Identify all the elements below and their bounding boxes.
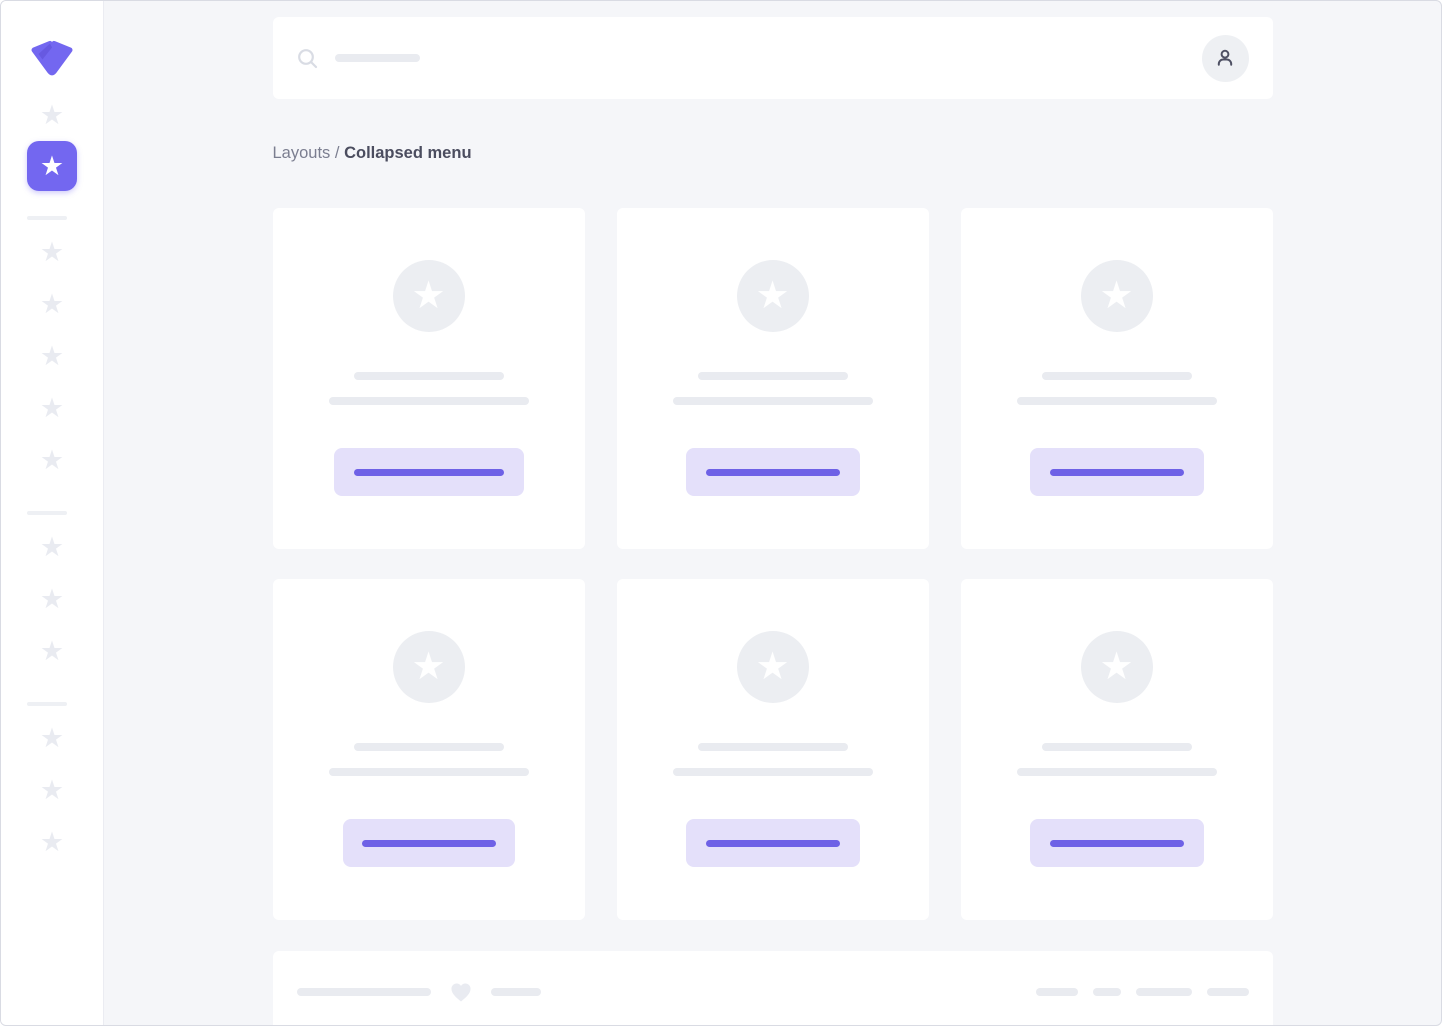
card-image-placeholder: ★ — [736, 260, 809, 332]
placeholder-card: ★ — [960, 208, 1273, 549]
card-action-button[interactable] — [333, 448, 524, 496]
sidebar-item[interactable]: ★ — [27, 573, 77, 625]
card-action-button[interactable] — [685, 819, 860, 867]
placeholder-card: ★ — [960, 579, 1273, 920]
card-action-button[interactable] — [685, 448, 860, 496]
breadcrumb: Layouts / Collapsed menu — [273, 142, 1273, 164]
card-title-bar — [1041, 372, 1192, 380]
star-icon: ★ — [755, 646, 790, 688]
footer-link-bar — [1135, 988, 1192, 996]
breadcrumb-parent-link[interactable]: Layouts — [272, 144, 331, 162]
placeholder-card: ★ — [272, 579, 585, 920]
sidebar-item[interactable]: ★ — [27, 625, 77, 677]
star-icon: ★ — [1099, 275, 1134, 317]
star-icon: ★ — [39, 392, 65, 423]
search-icon — [297, 48, 317, 68]
button-label-bar — [705, 839, 840, 847]
star-icon: ★ — [39, 635, 65, 666]
sidebar-item[interactable]: ★ — [27, 816, 77, 868]
card-grid: ★ ★ ★ ★ — [272, 208, 1273, 920]
footer-link-bar — [1206, 988, 1249, 996]
sidebar-item[interactable]: ★ — [27, 382, 77, 434]
card-image-placeholder: ★ — [1080, 260, 1153, 332]
sidebar-items: ★ ★ ★ ★ ★ ★ ★ ★ ★ ★ ★ ★ ★ — [27, 77, 77, 868]
breadcrumb-separator: / — [334, 144, 340, 162]
footer-text-bar — [296, 988, 431, 996]
page-footer — [272, 951, 1273, 1025]
main-area: Layouts / Collapsed menu ★ ★ ★ — [104, 1, 1441, 1025]
footer-link-placeholders — [1035, 988, 1249, 996]
card-title-bar — [697, 372, 848, 380]
sidebar-divider — [27, 702, 67, 706]
collapsed-sidebar: ★ ★ ★ ★ ★ ★ ★ ★ ★ ★ ★ ★ ★ — [1, 1, 104, 1025]
card-subtitle-bar — [328, 768, 529, 776]
card-title-bar — [353, 372, 504, 380]
sidebar-item[interactable]: ★ — [27, 278, 77, 330]
sidebar-item[interactable]: ★ — [27, 764, 77, 816]
card-subtitle-bar — [672, 768, 873, 776]
placeholder-card: ★ — [272, 208, 585, 549]
user-icon — [1217, 49, 1233, 66]
placeholder-card: ★ — [616, 579, 929, 920]
sidebar-divider — [27, 511, 67, 515]
sidebar-item[interactable]: ★ — [27, 330, 77, 382]
button-label-bar — [1049, 839, 1184, 847]
star-icon: ★ — [39, 531, 65, 562]
star-icon: ★ — [39, 444, 65, 475]
heart-icon — [450, 983, 471, 1002]
card-action-button[interactable] — [342, 819, 515, 867]
sidebar-item[interactable]: ★ — [27, 712, 77, 764]
star-icon: ★ — [39, 150, 65, 181]
star-icon: ★ — [39, 236, 65, 267]
sidebar-item[interactable]: ★ — [27, 434, 77, 486]
brand-logo-icon[interactable] — [29, 39, 75, 77]
sidebar-item[interactable]: ★ — [27, 226, 77, 278]
page-title: Collapsed menu — [344, 144, 472, 162]
card-image-placeholder: ★ — [1080, 631, 1153, 703]
placeholder-card: ★ — [616, 208, 929, 549]
sidebar-item-active[interactable]: ★ — [27, 141, 77, 191]
star-icon: ★ — [39, 99, 65, 130]
footer-text-bar — [490, 988, 541, 996]
star-icon: ★ — [39, 288, 65, 319]
card-title-bar — [697, 743, 848, 751]
star-icon: ★ — [411, 646, 446, 688]
card-title-bar — [353, 743, 504, 751]
search-placeholder-bar — [334, 54, 420, 62]
card-subtitle-bar — [328, 397, 529, 405]
card-image-placeholder: ★ — [392, 631, 465, 703]
button-label-bar — [705, 468, 840, 476]
sidebar-item[interactable]: ★ — [27, 521, 77, 573]
star-icon: ★ — [39, 774, 65, 805]
footer-left-placeholders — [296, 979, 541, 1005]
button-label-bar — [1049, 468, 1184, 476]
card-title-bar — [1041, 743, 1192, 751]
footer-link-bar — [1092, 988, 1121, 996]
star-icon: ★ — [39, 340, 65, 371]
footer-link-bar — [1035, 988, 1078, 996]
card-action-button[interactable] — [1029, 819, 1204, 867]
top-navbar — [272, 17, 1273, 99]
star-icon: ★ — [39, 826, 65, 857]
card-image-placeholder: ★ — [736, 631, 809, 703]
search-input[interactable] — [297, 48, 1202, 69]
star-icon: ★ — [411, 275, 446, 317]
user-avatar-button[interactable] — [1201, 34, 1249, 82]
star-icon: ★ — [39, 722, 65, 753]
card-image-placeholder: ★ — [392, 260, 465, 332]
card-action-button[interactable] — [1029, 448, 1204, 496]
star-icon: ★ — [39, 583, 65, 614]
sidebar-item[interactable]: ★ — [27, 93, 77, 137]
card-subtitle-bar — [1016, 397, 1217, 405]
sidebar-divider — [27, 216, 67, 220]
card-subtitle-bar — [672, 397, 873, 405]
card-subtitle-bar — [1016, 768, 1217, 776]
star-icon: ★ — [755, 275, 790, 317]
button-label-bar — [361, 839, 496, 847]
star-icon: ★ — [1099, 646, 1134, 688]
button-label-bar — [353, 468, 504, 476]
